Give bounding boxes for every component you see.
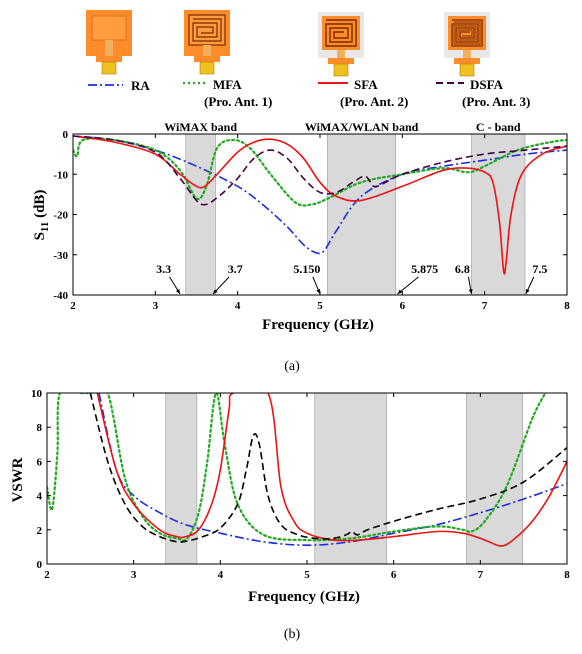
series-line-sfa — [73, 135, 567, 275]
legend: RA MFA (Pro. Ant. 1) SFA (Pro. Ant. 2) D… — [88, 77, 530, 109]
legend-sub-sfa: (Pro. Ant. 2) — [340, 94, 408, 109]
legend-entry-dsfa: DSFA (Pro. Ant. 3) — [436, 77, 530, 109]
band-label: WiMAX band — [164, 120, 237, 134]
legend-label-dsfa: DSFA — [470, 77, 504, 92]
x-axis-label: Frequency (GHz) — [262, 317, 374, 333]
tick-labels: 2 3 4 5 6 7 8 0 -10 -20 -30 -40 — [53, 129, 570, 312]
legend-sub-mfa: (Pro. Ant. 1) — [204, 94, 272, 109]
x-tick-label: 2 — [44, 569, 50, 581]
annotations: 3.3 3.7 5.150 5.875 6.8 7.5 — [156, 262, 547, 295]
arrow-head — [316, 289, 321, 294]
band-edge-label: 7.5 — [532, 262, 547, 276]
series-line-sfa — [96, 393, 567, 547]
series-line-dsfa — [89, 393, 567, 543]
arrow-head — [175, 289, 181, 294]
band-shade — [185, 133, 216, 296]
band-edge-label: 6.8 — [455, 262, 470, 276]
x-tick-label: 3 — [153, 300, 159, 312]
y-axis-label-sub: 11 — [39, 222, 51, 232]
x-tick-label: 8 — [564, 300, 570, 312]
arrow-head — [525, 289, 530, 294]
chart-s11: WiMAX band WiMAX/WLAN band C - band 2 3 4 5 6 7… — [32, 120, 570, 374]
arrow-head — [397, 289, 403, 294]
band-shade — [466, 392, 524, 565]
x-tick-label: 2 — [70, 300, 76, 312]
series-line-dsfa — [73, 135, 567, 206]
series-line-ra — [98, 393, 567, 546]
y-axis-label-main: S — [32, 232, 48, 240]
legend-label-ra: RA — [131, 78, 150, 93]
y-axis-label: VSWR — [10, 457, 26, 502]
plot-frame — [46, 392, 568, 565]
panel-label-b: (b) — [284, 627, 301, 642]
band-label: WiMAX/WLAN band — [305, 120, 419, 134]
y-tick-label: -30 — [53, 250, 68, 262]
y-axis-label-unit: (dB) — [32, 190, 48, 222]
y-tick-label: 4 — [37, 491, 43, 503]
axis-ticks — [46, 392, 568, 565]
band-group: WiMAX band WiMAX/WLAN band C - band — [164, 120, 526, 296]
connector — [101, 61, 117, 75]
band-edge-label: 3.3 — [156, 262, 171, 276]
y-tick-label: 10 — [31, 388, 43, 400]
y-axis-label: S11 (dB) — [32, 190, 51, 241]
x-tick-label: 7 — [482, 300, 488, 312]
y-tick-label: -20 — [53, 210, 68, 222]
antenna-picture-ra — [86, 10, 132, 75]
arrow-head — [468, 289, 473, 294]
x-tick-label: 7 — [478, 569, 484, 581]
band-edge-label: 3.7 — [228, 262, 243, 276]
y-tick-label: -10 — [53, 169, 68, 181]
arrow-head — [212, 289, 218, 294]
legend-label-mfa: MFA — [213, 77, 242, 92]
series-group — [47, 393, 567, 547]
band-shade — [165, 392, 198, 565]
x-tick-label: 5 — [317, 300, 323, 312]
y-tick-label: 0 — [37, 559, 43, 571]
legend-entry-mfa: MFA (Pro. Ant. 1) — [183, 77, 272, 109]
x-tick-label: 4 — [235, 300, 241, 312]
y-tick-label: 6 — [37, 456, 43, 468]
antenna-picture-dsfa — [444, 12, 490, 77]
legend-label-sfa: SFA — [354, 77, 378, 92]
series-group — [73, 135, 567, 275]
panel-label-a: (a) — [284, 359, 300, 374]
legend-entry-sfa: SFA (Pro. Ant. 2) — [318, 77, 408, 109]
x-tick-label: 4 — [218, 569, 224, 581]
x-tick-label: 5 — [304, 569, 310, 581]
plot-frame — [72, 133, 568, 296]
y-tick-label: 2 — [37, 525, 43, 537]
band-label: C - band — [476, 120, 521, 134]
x-tick-label: 6 — [400, 300, 406, 312]
series-line-mfa — [73, 137, 567, 207]
antenna-picture-mfa — [184, 10, 230, 75]
x-axis-label: Frequency (GHz) — [248, 589, 360, 605]
y-tick-label: 0 — [63, 129, 69, 141]
band-shade — [327, 133, 397, 296]
band-edge-label: 5.875 — [411, 262, 438, 276]
series-line-ra — [73, 135, 567, 255]
legend-sub-dsfa: (Pro. Ant. 3) — [462, 94, 530, 109]
x-tick-label: 6 — [391, 569, 397, 581]
legend-entry-ra: RA — [88, 78, 150, 93]
band-edge-label: 5.150 — [293, 262, 320, 276]
series-line-mfa — [47, 393, 547, 542]
x-tick-label: 3 — [131, 569, 137, 581]
y-tick-label: 8 — [37, 422, 43, 434]
x-tick-label: 8 — [564, 569, 570, 581]
y-tick-label: -40 — [53, 290, 68, 302]
antenna-picture-sfa — [318, 12, 364, 77]
